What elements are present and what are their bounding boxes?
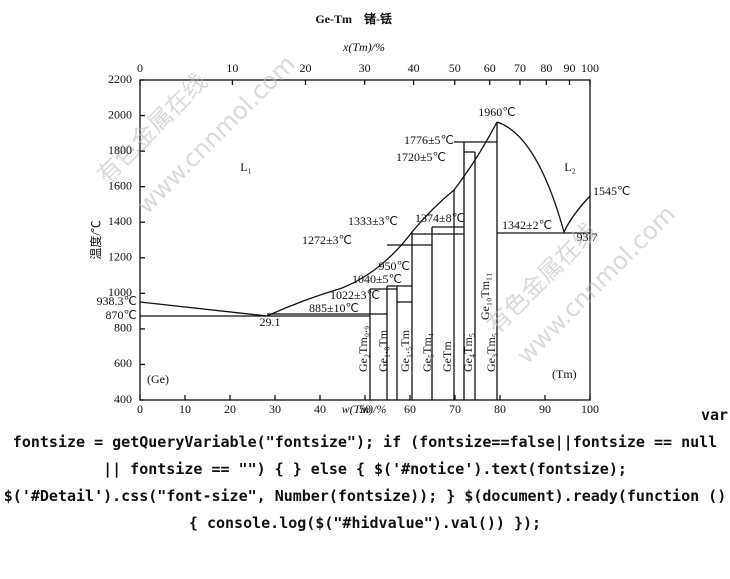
content: Ge-Tm 锗-铥 x(Tm)/% w(Tm)/% 温度/℃ Ge Tm 938… bbox=[3, 11, 729, 532]
bottom-tick-label: 100 bbox=[581, 402, 599, 416]
annotation: 1776±5℃ bbox=[404, 133, 454, 147]
phase-label: GeTm bbox=[440, 341, 454, 372]
annotation: 870℃ bbox=[105, 308, 136, 322]
y-tick-label: 2200 bbox=[108, 72, 132, 86]
top-tick-label: 90 bbox=[563, 61, 575, 75]
phase-label: Ge₁.₈Tm bbox=[376, 329, 390, 372]
bottom-tick-label: 40 bbox=[314, 402, 326, 416]
bottom-tick-label: 50 bbox=[359, 402, 371, 416]
top-tick-label: 0 bbox=[137, 61, 143, 75]
y-tick-label: 800 bbox=[114, 321, 132, 335]
title-cn: 锗-铥 bbox=[364, 11, 392, 26]
top-tick-label: 20 bbox=[299, 61, 311, 75]
annotation: 1545℃ bbox=[593, 184, 630, 198]
annotation: 1720±5℃ bbox=[396, 150, 446, 164]
right-element: Tm bbox=[579, 417, 596, 420]
annotation: (Tm) bbox=[552, 367, 577, 381]
bottom-tick-label: 0 bbox=[137, 402, 143, 416]
liquidus-right bbox=[496, 121, 591, 234]
y-tick-label: 1800 bbox=[108, 143, 132, 157]
phase-label: Ge₁₀Tm₁₁ bbox=[478, 273, 492, 320]
top-tick-label: 70 bbox=[514, 61, 526, 75]
annotation: 950℃ bbox=[378, 259, 409, 273]
annotation: 1374±8℃ bbox=[415, 211, 465, 225]
top-axis-label: x(Tm)/% bbox=[342, 40, 385, 54]
annotation: 1960℃ bbox=[478, 105, 515, 119]
top-tick-label: 10 bbox=[226, 61, 238, 75]
top-tick-label: 30 bbox=[359, 61, 371, 75]
annotation: 1272±3℃ bbox=[302, 233, 352, 247]
phase-label: Ge₅Tm₄ bbox=[420, 333, 434, 372]
phase-labels: Ge₂Tm₀.₉ Ge₁.₈Tm Ge₁.₅Tm Ge₅Tm₄ GeTm Ge₄Tm₅Ge… bbox=[356, 273, 498, 372]
phase-label: Ge₁.₅Tm bbox=[398, 329, 412, 372]
annotation: (Ge) bbox=[147, 372, 169, 386]
annotation: L₂ bbox=[564, 160, 576, 174]
bottom-tick-label: 10 bbox=[179, 402, 191, 416]
y-tick-label: 400 bbox=[114, 392, 132, 406]
phase-label: Ge₃Tm₅ bbox=[484, 333, 498, 372]
phase-label: Ge₂Tm₀.₉ bbox=[356, 326, 370, 372]
bottom-tick-label: 90 bbox=[539, 402, 551, 416]
y-tick-label: 1000 bbox=[108, 285, 132, 299]
phase-lines bbox=[139, 122, 590, 400]
bottom-axis-label: w(Tm)/% bbox=[342, 402, 387, 416]
annotation: 1022±3℃ bbox=[330, 288, 380, 302]
annotation: 1342±2℃ bbox=[502, 218, 552, 232]
y-axis-label: 温度/℃ bbox=[88, 220, 103, 259]
annotation: 1333±3℃ bbox=[348, 214, 398, 228]
top-tick-label: 80 bbox=[540, 61, 552, 75]
top-tick-label: 50 bbox=[449, 61, 461, 75]
y-tick-label: 1600 bbox=[108, 178, 132, 192]
bottom-tick-label: 20 bbox=[224, 402, 236, 416]
code-start: var bbox=[700, 406, 729, 424]
bottom-tick-label: 70 bbox=[449, 402, 461, 416]
y-tick-label: 1200 bbox=[108, 250, 132, 264]
annotation: 938.3℃ bbox=[96, 294, 136, 308]
bottom-tick-label: 60 bbox=[404, 402, 416, 416]
annotation: 29.1 bbox=[259, 315, 280, 329]
annotation: L₁ bbox=[240, 160, 252, 174]
top-tick-label: 40 bbox=[408, 61, 420, 75]
liquidus-left bbox=[139, 121, 498, 317]
top-tick-label: 100 bbox=[581, 61, 599, 75]
annotation: 93.7 bbox=[576, 230, 597, 244]
y-tick-label: 2000 bbox=[108, 107, 132, 121]
annotation: 1040±5℃ bbox=[352, 272, 402, 286]
y-tick-label: 600 bbox=[114, 356, 132, 370]
title: Ge-Tm bbox=[315, 12, 352, 26]
phase-diagram: Ge-Tm 锗-铥 x(Tm)/% w(Tm)/% 温度/℃ Ge Tm 938… bbox=[88, 11, 681, 420]
top-tick-label: 60 bbox=[484, 61, 496, 75]
annotation: 885±10℃ bbox=[309, 301, 359, 315]
bottom-tick-label: 30 bbox=[269, 402, 281, 416]
code-text: fontsize = getQueryVariable("fontsize");… bbox=[3, 433, 727, 532]
y-tick-label: 1400 bbox=[108, 214, 132, 228]
left-element: Ge bbox=[133, 417, 147, 420]
bottom-tick-label: 80 bbox=[494, 402, 506, 416]
phase-label: Ge₄Tm₅ bbox=[461, 333, 475, 372]
